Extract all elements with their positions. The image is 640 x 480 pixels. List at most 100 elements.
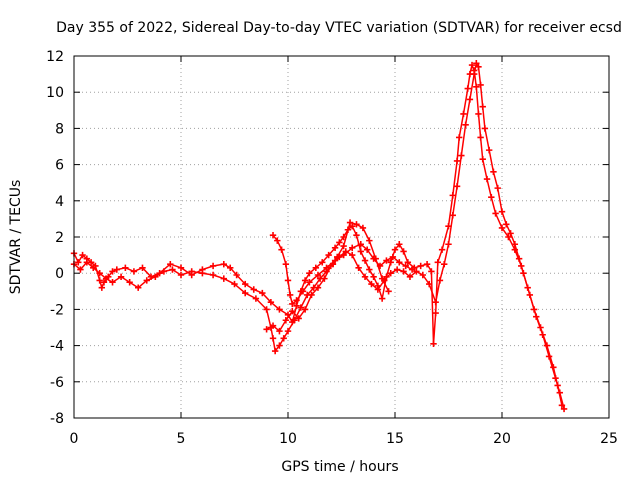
y-tick-label: 10 (46, 85, 64, 101)
data-point (301, 306, 309, 313)
data-point (370, 273, 377, 281)
series-D (263, 219, 392, 335)
data-point (276, 306, 283, 313)
data-point (323, 264, 330, 271)
data-point (475, 110, 482, 118)
data-point (269, 335, 277, 342)
grid-lines (74, 56, 609, 418)
data-point (385, 288, 392, 295)
data-point (177, 271, 185, 279)
data-point (417, 262, 424, 270)
data-series (70, 60, 568, 413)
data-point (284, 277, 292, 284)
data-point (494, 184, 501, 192)
x-axis-label: GPS time / hours (281, 459, 398, 475)
data-point (209, 262, 217, 270)
data-point (259, 289, 266, 297)
data-point (396, 259, 403, 266)
data-point (340, 251, 347, 259)
data-point (306, 270, 313, 277)
data-point (331, 244, 339, 252)
data-point (308, 291, 315, 299)
data-point (533, 313, 540, 320)
data-point (353, 231, 360, 239)
y-tick-labels: -8 -6 -4 -2 0 2 4 6 8 10 12 (46, 49, 64, 427)
y-tick-label: 12 (46, 49, 64, 65)
data-point (126, 279, 133, 286)
data-point (419, 271, 427, 279)
data-point (274, 237, 281, 244)
data-point (349, 244, 356, 252)
data-point (387, 270, 394, 277)
data-point (432, 298, 439, 306)
x-tick-label: 15 (386, 431, 404, 447)
data-point (314, 284, 322, 291)
data-point (539, 331, 546, 338)
data-point (233, 271, 240, 279)
data-point (355, 264, 362, 271)
data-point (299, 288, 307, 295)
data-point (327, 262, 334, 270)
y-tick-label: 2 (55, 230, 64, 246)
data-point (400, 268, 407, 275)
data-point (289, 308, 296, 315)
data-point (466, 96, 474, 103)
data-point (346, 219, 354, 226)
y-tick-label: -2 (50, 302, 64, 318)
data-point (387, 259, 394, 266)
data-point (284, 327, 292, 335)
data-point (199, 270, 206, 277)
data-point (456, 134, 463, 141)
data-point (130, 268, 138, 275)
data-point (473, 83, 480, 90)
x-tick-label: 5 (177, 431, 186, 447)
data-point (426, 280, 433, 288)
data-point (434, 259, 441, 266)
data-point (492, 210, 499, 217)
data-point (361, 257, 369, 264)
data-point (372, 255, 379, 262)
data-point (269, 322, 277, 329)
data-point (505, 233, 512, 241)
data-point (231, 280, 238, 288)
x-tick-label: 10 (279, 431, 297, 447)
data-point (250, 286, 257, 293)
data-point (336, 239, 343, 246)
data-point (280, 335, 287, 342)
data-point (470, 70, 478, 78)
data-point (475, 63, 482, 71)
data-point (286, 291, 294, 299)
data-point (143, 277, 150, 284)
data-point (98, 284, 106, 291)
data-point (139, 264, 146, 271)
data-point (263, 306, 270, 313)
data-point (278, 246, 285, 253)
data-point (363, 246, 371, 253)
data-point (436, 277, 444, 284)
data-point (325, 251, 332, 259)
data-point (464, 85, 471, 92)
data-point (79, 251, 86, 259)
data-point (413, 268, 420, 275)
data-point (368, 280, 375, 288)
data-point (301, 277, 309, 284)
data-point (306, 279, 313, 286)
data-point (507, 230, 514, 237)
data-point (289, 300, 296, 308)
data-point (282, 260, 290, 268)
data-point (90, 264, 97, 271)
data-point (378, 275, 386, 282)
data-point (449, 212, 456, 219)
data-point (393, 266, 401, 273)
data-point (515, 255, 523, 262)
data-point (400, 248, 407, 255)
data-point (428, 268, 435, 275)
data-point (357, 241, 364, 248)
data-point (432, 309, 439, 317)
data-point (481, 125, 489, 132)
data-point (269, 231, 277, 239)
chart-title: Day 355 of 2022, Sidereal Day-to-day VTE… (56, 20, 622, 36)
plot-frame (73, 55, 610, 419)
data-point (152, 273, 159, 281)
data-point (391, 246, 399, 253)
